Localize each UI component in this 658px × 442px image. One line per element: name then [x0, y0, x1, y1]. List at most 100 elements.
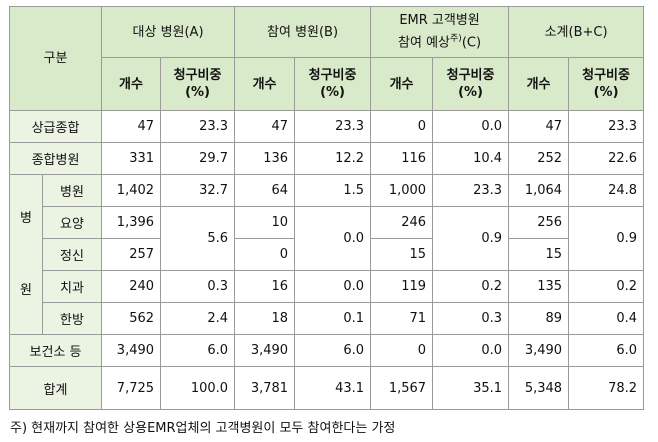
header-ratio-a: 청구비중 (%): [160, 57, 236, 111]
cell-s-count: 47: [508, 110, 570, 143]
row-total: 합계 7,725 100.0 3,781 43.1 1,567 35.1 5,3…: [8, 366, 645, 410]
header-ratio-c-l2: (%): [458, 85, 484, 100]
header-ratio-a-l2: (%): [185, 85, 210, 100]
cell-s-count: 135: [508, 270, 570, 303]
row-label: 정신: [41, 238, 103, 271]
row-label: 종합병원: [8, 142, 103, 175]
cell-b-count: 3,781: [234, 366, 296, 410]
cell-s-count: 3,490: [508, 334, 570, 367]
header-count-b: 개수: [234, 57, 296, 111]
cell-a-count: 562: [101, 302, 162, 335]
footnote: 주) 현재까지 참여한 상용EMR업체의 고객병원이 모두 참여한다는 가정: [10, 421, 396, 436]
cell-b-ratio: 43.1: [294, 366, 372, 410]
cell-c-ratio: 0.2: [432, 270, 510, 303]
cell-a-count: 1,402: [101, 174, 162, 207]
header-count-s: 개수: [508, 57, 570, 111]
cell-b-ratio: 6.0: [294, 334, 372, 367]
cell-b-count: 0: [234, 238, 296, 271]
cell-c-ratio: 0.0: [432, 110, 510, 143]
cell-s-ratio: 24.8: [568, 174, 645, 207]
cell-a-ratio-merged: 5.6: [160, 206, 236, 271]
cell-a-count: 47: [101, 110, 162, 143]
cell-c-count: 0: [370, 334, 434, 367]
cell-b-ratio: 1.5: [294, 174, 372, 207]
cell-s-count: 252: [508, 142, 570, 175]
hospital-group-label: 병 원: [9, 174, 43, 335]
cell-c-count: 71: [370, 302, 434, 335]
header-ratio-b-l2: (%): [320, 85, 345, 100]
header-ratio-b: 청구비중 (%): [294, 57, 372, 111]
cell-s-ratio-merged: 0.9: [568, 206, 645, 271]
cell-a-count: 1,396: [101, 206, 162, 239]
row-label: 요양: [41, 206, 103, 239]
cell-b-ratio: 23.3: [294, 110, 372, 143]
row-label: 보건소 등: [8, 334, 103, 367]
cell-c-count: 116: [370, 142, 434, 175]
cell-s-ratio: 22.6: [568, 142, 645, 175]
cell-b-count: 3,490: [234, 334, 296, 367]
row-oriental: 한방 562 2.4 18 0.1 71 0.3 89 0.4: [10, 302, 645, 335]
header-count-c: 개수: [370, 57, 434, 111]
cell-b-count: 64: [234, 174, 296, 207]
header-emr-client-hospitals: EMR 고객병원 참여 예상주)(C): [370, 6, 510, 58]
cell-c-ratio: 23.3: [432, 174, 510, 207]
header-ratio-c-l1: 청구비중: [446, 68, 495, 83]
header-target-hospitals: 대상 병원(A): [101, 6, 236, 58]
cell-s-ratio: 0.2: [568, 270, 645, 303]
cell-c-ratio: 35.1: [432, 366, 510, 410]
row-label: 치과: [41, 270, 103, 303]
cell-a-ratio: 29.7: [160, 142, 236, 175]
cell-s-ratio: 6.0: [568, 334, 645, 367]
row-nursing: 요양 1,396 5.6 10 0.0 246 0.9 256 0.9: [10, 206, 645, 271]
row-hospital: 병 원 병원 1,402 32.7 64 1.5 1,000 23.3 1,06…: [9, 174, 645, 335]
cell-a-count: 240: [101, 270, 162, 303]
header-emr-note-mark: 주): [450, 34, 462, 45]
cell-b-count: 18: [234, 302, 296, 335]
cell-c-count: 1,567: [370, 366, 434, 410]
header-emr-line2: 참여 예상: [398, 35, 451, 51]
cell-s-ratio: 78.2: [568, 366, 645, 410]
cell-c-count: 15: [370, 238, 434, 271]
cell-c-count: 1,000: [370, 174, 434, 207]
header-emr-line1: EMR 고객병원: [399, 13, 480, 29]
header-row-1: 구분 대상 병원(A) 참여 병원(B) EMR 고객병원 참여 예상주)(C)…: [8, 6, 645, 111]
header-ratio-a-l1: 청구비중: [173, 68, 222, 83]
cell-b-ratio: 0.0: [294, 270, 372, 303]
cell-b-ratio: 0.1: [294, 302, 372, 335]
header-ratio-c: 청구비중 (%): [432, 57, 510, 111]
cell-c-count: 246: [370, 206, 434, 239]
header-ratio-s: 청구비중 (%): [568, 57, 645, 111]
hospital-group-char-1: 병: [20, 210, 32, 226]
header-count-a: 개수: [101, 57, 162, 111]
row-label: 한방: [41, 302, 103, 335]
header-subtotal: 소계(B+C): [508, 6, 645, 58]
cell-c-count: 119: [370, 270, 434, 303]
row-upper-general: 상급종합 47 23.3 47 23.3 0 0.0 47 23.3: [8, 110, 645, 143]
header-ratio-s-l1: 청구비중: [582, 68, 630, 83]
row-mental: 정신 257 0 15 15: [10, 238, 644, 271]
row-label: 합계: [8, 366, 103, 410]
cell-a-count: 257: [101, 238, 162, 271]
row-dental: 치과 240 0.3 16 0.0 119 0.2 135 0.2: [10, 270, 645, 303]
row-label: 병원: [41, 174, 103, 207]
cell-b-count: 10: [234, 206, 296, 239]
cell-s-ratio: 23.3: [568, 110, 645, 143]
cell-c-ratio: 10.4: [432, 142, 510, 175]
row-general-hospital: 종합병원 331 29.7 136 12.2 116 10.4 252 22.6: [8, 142, 645, 175]
cell-a-ratio: 100.0: [160, 366, 236, 410]
row-health-center: 보건소 등 3,490 6.0 3,490 6.0 0 0.0 3,490 6.…: [8, 334, 645, 367]
cell-s-count: 1,064: [508, 174, 570, 207]
cell-s-count: 5,348: [508, 366, 570, 410]
hospital-group-char-2: 원: [20, 282, 32, 298]
header-ratio-s-l2: (%): [593, 85, 619, 100]
cell-s-count: 15: [508, 238, 570, 271]
cell-c-ratio: 0.0: [432, 334, 510, 367]
cell-c-count: 0: [370, 110, 434, 143]
cell-b-ratio: 12.2: [294, 142, 372, 175]
header-category: 구분: [8, 6, 103, 111]
cell-c-ratio: 0.3: [432, 302, 510, 335]
cell-b-count: 136: [234, 142, 296, 175]
header-emr-line2-suffix: (C): [461, 35, 482, 51]
cell-c-ratio-merged: 0.9: [432, 206, 510, 271]
header-participating-hospitals: 참여 병원(B): [234, 6, 372, 58]
